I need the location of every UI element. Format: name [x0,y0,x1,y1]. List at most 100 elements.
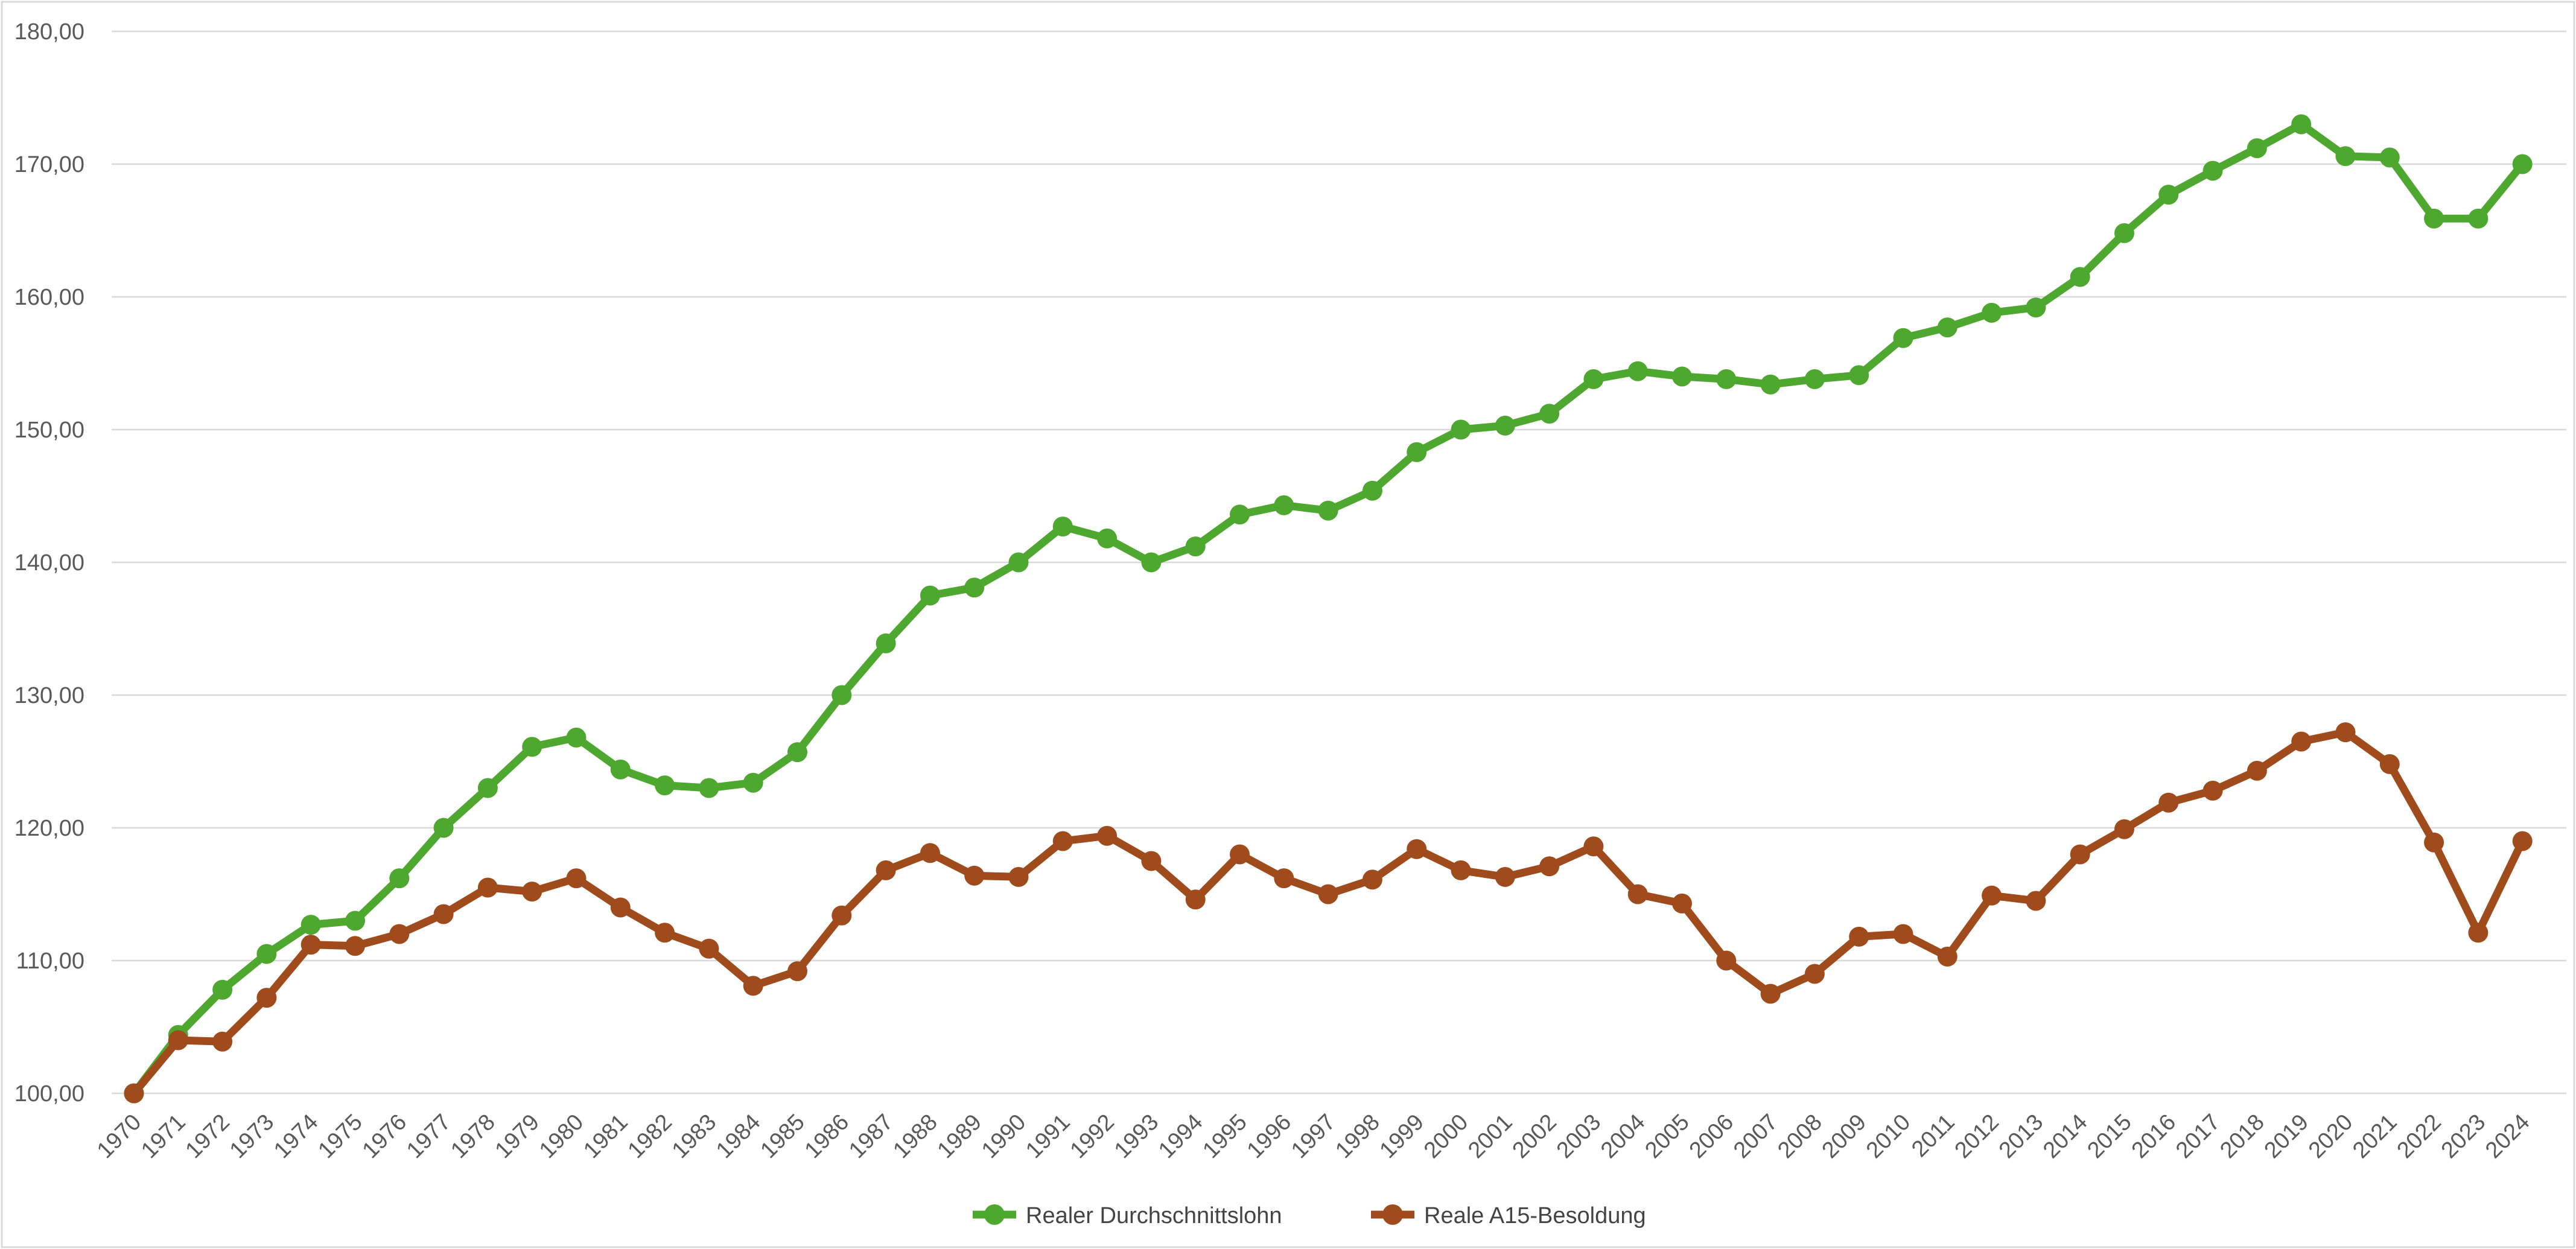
data-point[interactable] [876,860,896,880]
data-point[interactable] [477,778,498,798]
data-point[interactable] [1052,516,1073,537]
data-point[interactable] [433,818,454,838]
data-point[interactable] [256,944,277,964]
data-point[interactable] [2335,722,2356,743]
data-point[interactable] [1716,369,1737,389]
data-point[interactable] [1627,884,1648,904]
data-point[interactable] [1495,415,1515,436]
data-point[interactable] [787,742,807,763]
data-point[interactable] [1760,374,1781,395]
data-point[interactable] [2158,185,2179,205]
data-point[interactable] [1318,884,1338,904]
data-point[interactable] [1583,369,1604,389]
data-point[interactable] [2468,208,2489,229]
data-point[interactable] [1849,926,1869,947]
data-point[interactable] [477,877,498,898]
data-point[interactable] [743,772,763,793]
data-point[interactable] [566,868,587,889]
data-point[interactable] [345,911,365,931]
data-point[interactable] [1937,317,1957,338]
data-point[interactable] [2070,844,2090,865]
data-point[interactable] [212,1031,233,1052]
data-point[interactable] [2202,160,2223,181]
data-point[interactable] [301,935,321,955]
data-point[interactable] [610,897,631,918]
data-point[interactable] [1362,480,1382,501]
data-point[interactable] [1230,844,1250,865]
data-point[interactable] [610,759,631,780]
data-point[interactable] [1274,868,1294,889]
data-point[interactable] [1982,885,2002,906]
data-point[interactable] [1274,495,1294,515]
data-point[interactable] [1185,889,1206,910]
data-point[interactable] [1804,369,1825,389]
data-point[interactable] [168,1030,188,1050]
data-point[interactable] [1451,860,1471,880]
data-point[interactable] [2424,832,2444,853]
data-point[interactable] [1185,536,1206,557]
data-point[interactable] [876,633,896,653]
data-point[interactable] [920,843,940,863]
data-point[interactable] [1716,950,1737,971]
data-point[interactable] [2291,731,2312,752]
data-point[interactable] [1362,869,1382,890]
data-point[interactable] [2114,819,2134,839]
data-point[interactable] [1008,866,1029,887]
data-point[interactable] [1141,552,1162,573]
data-point[interactable] [832,905,852,926]
data-point[interactable] [2468,923,2489,943]
data-point[interactable] [1318,500,1338,521]
data-point[interactable] [2114,223,2134,243]
data-point[interactable] [832,685,852,705]
data-point[interactable] [787,961,807,982]
data-point[interactable] [124,1083,144,1104]
data-point[interactable] [1760,984,1781,1004]
data-point[interactable] [1672,366,1692,387]
data-point[interactable] [2512,831,2533,851]
legend[interactable]: Realer Durchschnittslohn Reale A15-Besol… [973,1203,1646,1228]
data-point[interactable] [655,775,675,796]
data-point[interactable] [699,938,719,959]
data-point[interactable] [2247,760,2267,781]
data-point[interactable] [1982,302,2002,323]
data-point[interactable] [522,882,542,902]
data-point[interactable] [2026,297,2046,318]
data-point[interactable] [566,727,587,748]
data-point[interactable] [1451,419,1471,440]
data-point[interactable] [2202,780,2223,801]
legend-item-a15-besoldung[interactable]: Reale A15-Besoldung [1371,1203,1646,1228]
data-point[interactable] [256,988,277,1008]
data-point[interactable] [1230,504,1250,525]
data-point[interactable] [1849,365,1869,386]
data-point[interactable] [964,865,985,886]
data-point[interactable] [2291,114,2312,135]
data-point[interactable] [1672,893,1692,914]
data-point[interactable] [1627,361,1648,381]
data-point[interactable] [522,737,542,757]
data-point[interactable] [1893,924,1913,944]
data-point[interactable] [1407,442,1427,462]
data-point[interactable] [743,976,763,996]
data-point[interactable] [2379,754,2400,774]
data-point[interactable] [389,924,410,944]
data-point[interactable] [2026,891,2046,911]
data-point[interactable] [699,778,719,798]
data-point[interactable] [655,923,675,943]
data-point[interactable] [2424,208,2444,229]
data-point[interactable] [1141,851,1162,871]
data-point[interactable] [1893,328,1913,348]
data-point[interactable] [1097,528,1118,548]
data-point[interactable] [1008,552,1029,573]
data-point[interactable] [920,585,940,606]
data-point[interactable] [2335,146,2356,167]
data-point[interactable] [2247,138,2267,159]
data-point[interactable] [1937,946,1957,967]
data-point[interactable] [1539,856,1560,877]
data-point[interactable] [1804,964,1825,984]
data-point[interactable] [964,577,985,598]
legend-item-durchschnittslohn[interactable]: Realer Durchschnittslohn [973,1203,1282,1228]
data-point[interactable] [1539,404,1560,424]
data-point[interactable] [2512,154,2533,174]
data-point[interactable] [1407,839,1427,859]
data-point[interactable] [345,936,365,956]
